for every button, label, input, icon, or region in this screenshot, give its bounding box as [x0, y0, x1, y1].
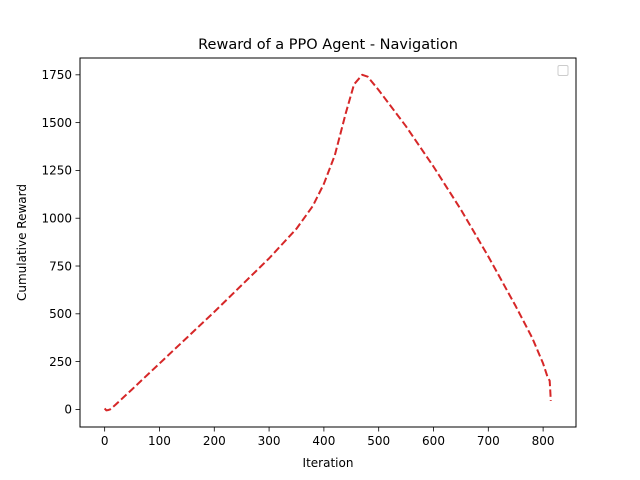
- plot-area: [103, 73, 552, 412]
- y-axis: 0 250 500 750 1000 1250 1500 1750: [41, 68, 80, 417]
- x-tick-label: 300: [258, 434, 281, 448]
- y-tick-label: 750: [49, 259, 72, 273]
- y-tick-label: 1500: [41, 116, 72, 130]
- series-line: [103, 73, 552, 412]
- y-tick-label: 1250: [41, 164, 72, 178]
- y-tick-label: 1750: [41, 68, 72, 82]
- x-axis: 0 100 200 300 400 500 600 700 800: [101, 427, 555, 448]
- chart-title: Reward of a PPO Agent - Navigation: [198, 37, 458, 53]
- x-tick-label: 100: [148, 434, 171, 448]
- x-tick-label: 800: [532, 434, 555, 448]
- y-tick-label: 1000: [41, 212, 72, 226]
- x-tick-label: 200: [203, 434, 226, 448]
- y-axis-label: Cumulative Reward: [15, 184, 29, 301]
- y-tick-label: 500: [49, 307, 72, 321]
- y-tick-label: 250: [49, 355, 72, 369]
- x-tick-label: 400: [312, 434, 335, 448]
- x-tick-label: 500: [367, 434, 390, 448]
- axes-frame: [79, 57, 577, 428]
- x-tick-label: 600: [422, 434, 445, 448]
- y-tick-label: 0: [64, 403, 72, 417]
- x-tick-label: 0: [101, 434, 109, 448]
- x-axis-label: Iteration: [303, 456, 354, 470]
- x-tick-label: 700: [477, 434, 500, 448]
- legend-box: [557, 65, 569, 76]
